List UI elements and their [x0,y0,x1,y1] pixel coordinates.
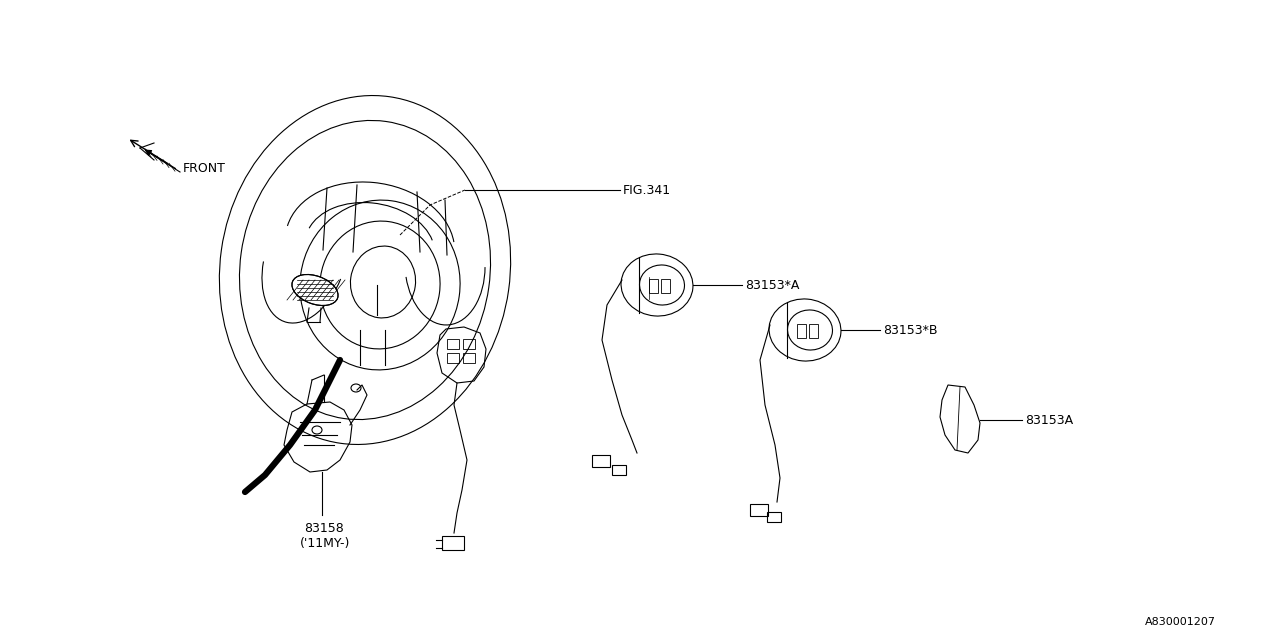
Text: 83153*A: 83153*A [745,278,800,291]
Ellipse shape [769,299,841,361]
Bar [750,504,768,516]
Bar [463,339,475,349]
Bar [797,324,806,338]
Bar [447,339,460,349]
Text: ('11MY-): ('11MY-) [300,536,351,550]
Bar [649,279,658,293]
Bar [612,465,626,475]
Bar [442,536,465,550]
Text: A830001207: A830001207 [1146,617,1216,627]
Text: FRONT: FRONT [183,161,225,175]
Ellipse shape [292,275,338,305]
Bar [593,455,611,467]
Bar [809,324,818,338]
Text: FIG.341: FIG.341 [623,184,671,196]
Text: 83153*B: 83153*B [883,323,937,337]
Text: 83153A: 83153A [1025,413,1073,426]
Text: 83158: 83158 [305,522,344,534]
Bar [463,353,475,363]
Bar [447,353,460,363]
Ellipse shape [621,254,692,316]
Bar [660,279,669,293]
Bar [767,512,781,522]
